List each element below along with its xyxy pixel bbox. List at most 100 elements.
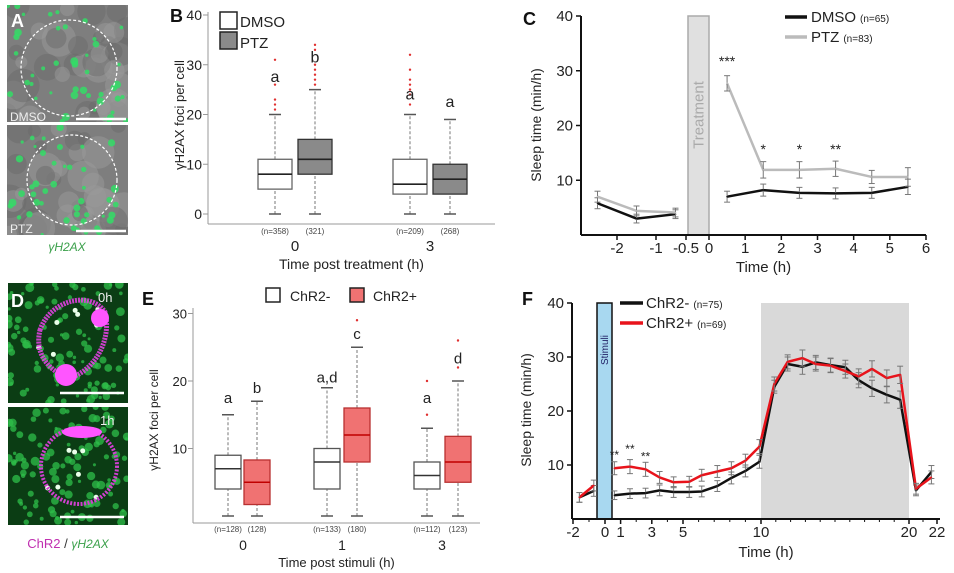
foci-dot <box>72 355 77 360</box>
foci-dot <box>8 307 11 311</box>
foci-dot <box>55 353 65 362</box>
x-tick-label: 0 <box>239 537 247 553</box>
foci-dot <box>20 461 29 470</box>
foci-dot <box>9 291 14 295</box>
data-point <box>786 361 789 363</box>
data-point <box>688 480 691 483</box>
x-tick-label: 0 <box>291 238 299 255</box>
foci-dot <box>37 442 43 448</box>
panel-label-c: C <box>523 9 536 29</box>
foci-dot <box>21 12 26 17</box>
foci-dot <box>65 478 73 487</box>
foci-dot <box>110 382 117 389</box>
foci-dot <box>84 69 90 75</box>
sample-size-label: (123) <box>449 525 468 534</box>
legend-entry: PTZ (n=83) <box>811 29 873 46</box>
legend-sample-size: (n=69) <box>697 320 726 331</box>
texture-blob <box>110 125 127 133</box>
nucleus-outline <box>26 134 118 226</box>
foci-dot <box>17 498 23 504</box>
foci-dot <box>23 341 30 349</box>
bright-foci <box>72 449 78 455</box>
x-axis-label: Time (h) <box>736 259 791 276</box>
texture-blob <box>77 106 91 120</box>
stimuli-label: Stimuli <box>600 335 611 365</box>
data-point <box>700 490 703 493</box>
foci-dot <box>32 180 40 188</box>
legend-sample-size: (n=65) <box>860 14 889 25</box>
foci-dot <box>86 93 92 99</box>
foci-dot <box>69 458 76 465</box>
foci-dot <box>8 341 12 348</box>
y-tick-label: 10 <box>186 156 202 172</box>
data-point <box>613 494 616 497</box>
x-tick-label: 10 <box>753 524 770 541</box>
foci-dot <box>70 509 75 514</box>
foci-dot <box>47 336 55 343</box>
foci-dot <box>20 469 27 477</box>
treatment-label: Treatment <box>691 80 708 149</box>
foci-dot <box>26 211 33 218</box>
foci-dot <box>119 291 123 296</box>
data-point <box>762 169 765 171</box>
data-point <box>930 476 933 479</box>
box-chr2-1 <box>313 387 341 517</box>
panel-label-a: A <box>11 11 24 31</box>
foci-dot <box>120 95 125 100</box>
foci-dot <box>42 407 49 414</box>
foci-dot <box>99 356 107 364</box>
data-point <box>834 192 837 195</box>
foci-dot <box>108 283 113 287</box>
significance-letter: c <box>353 326 361 343</box>
texture-blob <box>90 45 109 64</box>
foci-dot <box>7 5 11 9</box>
foci-dot <box>88 413 97 423</box>
x-tick-label: 5 <box>886 240 894 257</box>
sample-size-label: (128) <box>248 525 267 534</box>
series-line <box>725 82 908 179</box>
foci-dot <box>103 454 110 460</box>
data-point <box>870 192 873 194</box>
data-point <box>658 489 661 492</box>
foci-dot <box>59 407 67 415</box>
x-tick-label: 20 <box>901 524 918 541</box>
panel-a-ptz-image-content <box>7 125 128 235</box>
foci-dot <box>106 196 113 203</box>
foci-dot <box>39 149 47 157</box>
data-point <box>798 169 801 171</box>
foci-dot <box>66 442 71 447</box>
data-point <box>801 357 804 359</box>
y-tick-label: 10 <box>173 442 187 457</box>
foci-dot <box>75 394 80 398</box>
chr2-membrane <box>36 297 109 381</box>
foci-dot <box>116 307 125 317</box>
y-axis-label: Sleep time (min/h) <box>518 353 534 467</box>
foci-dot <box>77 479 82 483</box>
data-point <box>596 202 599 205</box>
foci-dot <box>33 365 42 373</box>
texture-blob <box>104 42 123 61</box>
foci-dot <box>93 108 97 112</box>
data-point <box>871 387 873 390</box>
foci-dot <box>33 198 41 206</box>
foci-dot <box>49 359 54 364</box>
x-tick-label: 0 <box>601 524 609 541</box>
sample-size-label: (n=133) <box>313 525 341 534</box>
y-tick-label: 0 <box>194 206 202 222</box>
panel-a-caption: γH2AX <box>48 240 86 254</box>
box-iqr <box>297 138 333 175</box>
foci-dot <box>98 91 104 97</box>
foci-dot <box>64 490 73 499</box>
ptz-image-label: PTZ <box>10 222 33 236</box>
significance-stars: *** <box>719 53 736 69</box>
data-point <box>730 467 733 470</box>
legend-series-name: DMSO <box>811 9 856 26</box>
data-point <box>899 398 901 401</box>
foci-dot <box>61 113 70 121</box>
foci-dot <box>83 344 93 353</box>
foci-dot <box>41 66 46 71</box>
foci-dot <box>33 499 39 504</box>
texture-blob <box>95 87 128 122</box>
foci-dot <box>20 292 25 296</box>
series-ptz <box>594 75 911 218</box>
